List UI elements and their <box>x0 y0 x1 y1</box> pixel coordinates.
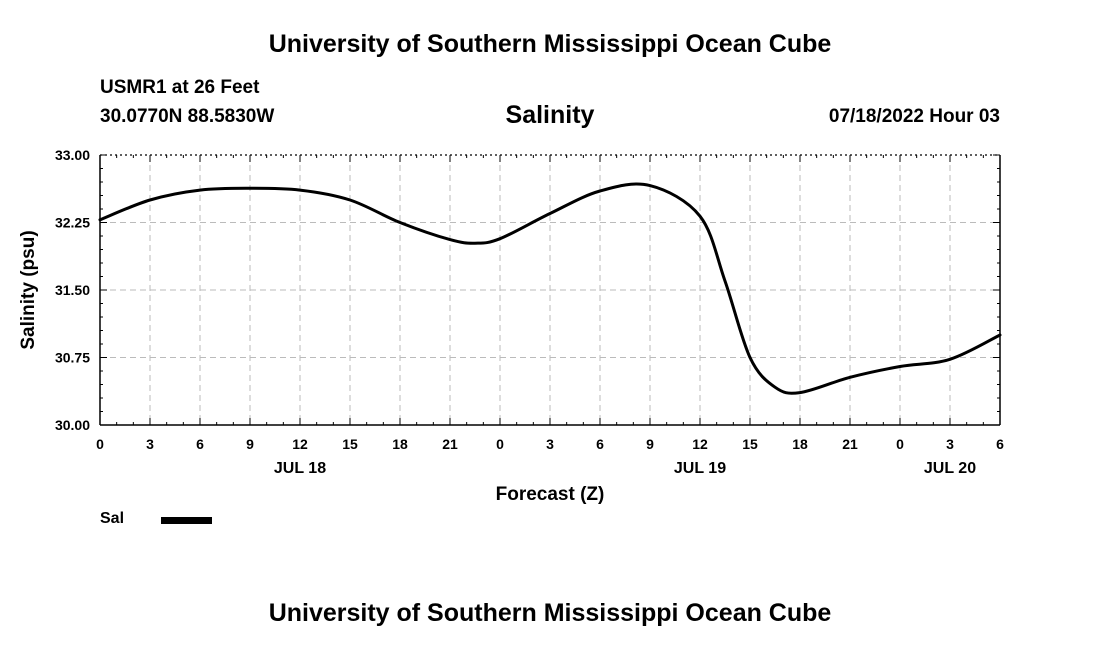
legend-label-sal: Sal <box>100 510 125 527</box>
x-tick-label: 6 <box>596 436 604 452</box>
x-tick-label: 0 <box>496 436 504 452</box>
x-tick-label: 12 <box>692 436 708 452</box>
y-tick-label: 31.50 <box>55 282 90 298</box>
x-tick-label: 3 <box>546 436 554 452</box>
forecast-datetime: 07/18/2022 Hour 03 <box>828 106 1000 127</box>
legend-swatch-sal <box>161 517 212 524</box>
date-label: JUL 20 <box>924 460 976 477</box>
x-tick-label: 0 <box>896 436 904 452</box>
y-tick-label: 30.75 <box>55 350 90 366</box>
x-tick-label: 0 <box>96 436 104 452</box>
station-label: USMR1 at 26 Feet <box>100 77 260 98</box>
y-tick-label: 33.00 <box>55 147 90 163</box>
x-tick-label: 18 <box>792 436 808 452</box>
x-tick-label: 6 <box>996 436 1004 452</box>
station-coordinates: 30.0770N 88.5830W <box>100 106 275 127</box>
series-line-sal <box>98 182 1002 395</box>
x-tick-label: 3 <box>946 436 954 452</box>
main-title: University of Southern Mississippi Ocean… <box>268 30 832 58</box>
date-label: JUL 19 <box>674 460 726 477</box>
footer-title: University of Southern Mississippi Ocean… <box>268 599 832 627</box>
chart-title: Salinity <box>505 101 595 129</box>
x-tick-label: 6 <box>196 436 204 452</box>
y-tick-label: 32.25 <box>55 215 90 231</box>
x-tick-label: 18 <box>392 436 408 452</box>
y-axis-title: Salinity (psu) <box>18 230 39 349</box>
x-tick-label: 15 <box>742 436 758 452</box>
x-tick-label: 3 <box>146 436 154 452</box>
x-tick-label: 9 <box>246 436 254 452</box>
x-axis-title: Forecast (Z) <box>496 484 605 505</box>
y-tick-label: 30.00 <box>55 417 90 433</box>
x-tick-label: 15 <box>342 436 358 452</box>
x-tick-label: 9 <box>646 436 654 452</box>
x-tick-label: 21 <box>442 436 458 452</box>
x-tick-label: 21 <box>842 436 858 452</box>
x-tick-label: 12 <box>292 436 308 452</box>
date-label: JUL 18 <box>274 460 326 477</box>
